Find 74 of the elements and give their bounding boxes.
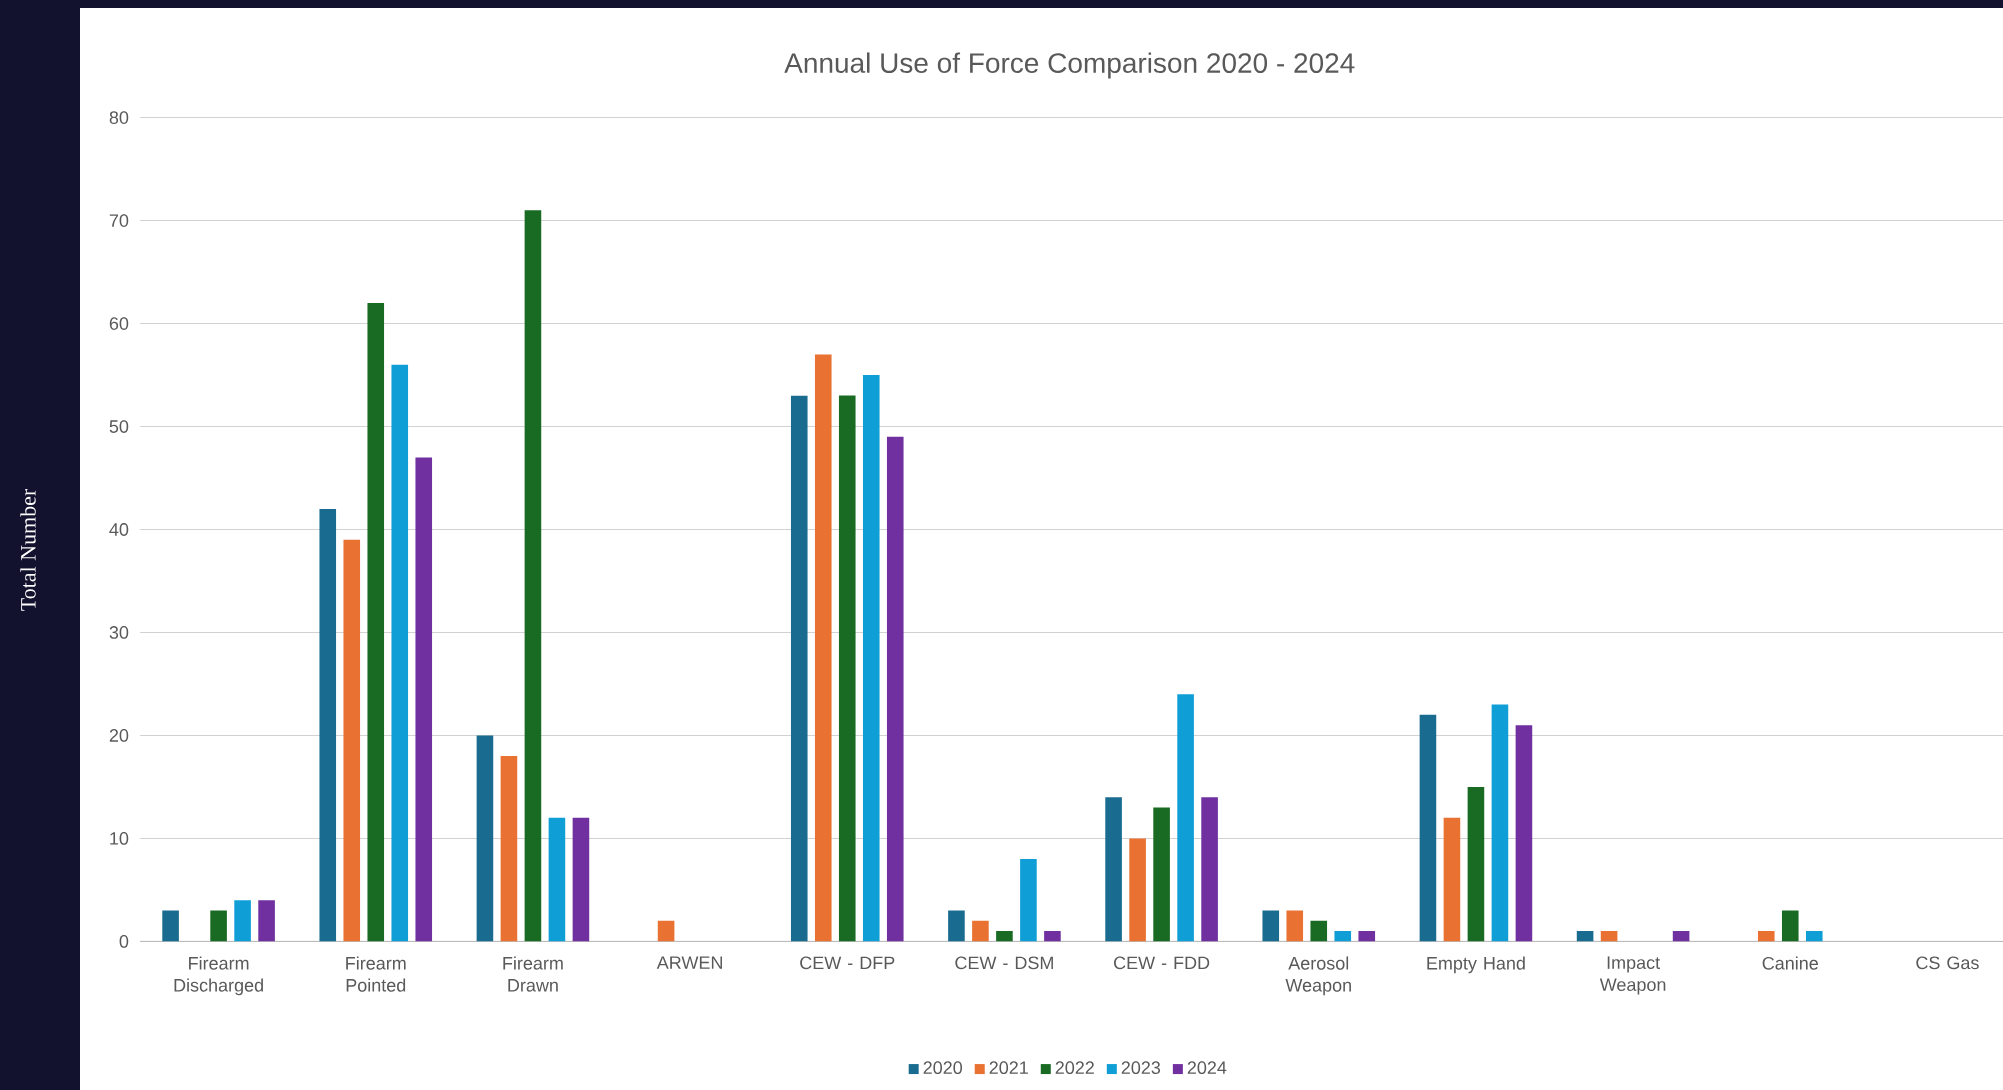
y-axis-title: Total Number bbox=[20, 488, 36, 611]
bar bbox=[258, 900, 275, 942]
bar bbox=[1177, 694, 1194, 942]
x-tick-label: Firearm Discharged bbox=[174, 956, 263, 996]
x-tick-label: Firearm Pointed bbox=[346, 956, 406, 992]
bar bbox=[1576, 931, 1594, 942]
chart-title: Annual Use of Force Comparison 2020 - 2024 bbox=[784, 52, 1355, 79]
bar bbox=[886, 436, 904, 942]
bar bbox=[1358, 931, 1376, 942]
bar bbox=[367, 302, 385, 942]
bar bbox=[1044, 931, 1061, 942]
bar bbox=[500, 756, 518, 942]
x-tick-label: Firearm Drawn bbox=[503, 956, 563, 992]
bar bbox=[814, 354, 832, 942]
bar bbox=[210, 910, 227, 942]
y-tick-label: 70 bbox=[109, 214, 129, 227]
bar bbox=[1419, 714, 1437, 942]
bar bbox=[572, 817, 590, 942]
y-tick-label: 50 bbox=[109, 420, 129, 433]
bar bbox=[1020, 859, 1037, 942]
bar bbox=[1515, 725, 1533, 942]
bar bbox=[1805, 931, 1823, 942]
bar bbox=[657, 920, 675, 942]
bar bbox=[548, 817, 566, 942]
bar bbox=[1757, 931, 1775, 942]
x-tick-label: CS Gas bbox=[1916, 956, 1979, 970]
bar bbox=[790, 395, 808, 942]
bar bbox=[391, 364, 409, 942]
bar bbox=[234, 900, 251, 942]
x-tick-label: CEW - DFP bbox=[800, 956, 895, 970]
bar bbox=[838, 395, 856, 942]
bar bbox=[1334, 931, 1352, 942]
bar bbox=[415, 457, 433, 942]
legend-label: 2024 bbox=[1187, 1061, 1227, 1075]
bar bbox=[1443, 817, 1461, 942]
bar bbox=[1105, 797, 1122, 942]
y-tick-label: 0 bbox=[119, 935, 129, 948]
y-tick-label: 40 bbox=[109, 523, 129, 536]
y-tick-label: 10 bbox=[110, 832, 129, 845]
legend-label: 2020 bbox=[923, 1061, 963, 1075]
x-tick-label: Impact Weapon bbox=[1599, 956, 1666, 995]
bar bbox=[972, 920, 989, 942]
bar bbox=[476, 735, 494, 942]
bar bbox=[1201, 797, 1218, 942]
y-tick-label: 80 bbox=[109, 111, 129, 124]
x-tick-label: CEW - FDD bbox=[1114, 956, 1210, 970]
bar bbox=[862, 375, 880, 942]
x-tick-label: Empty Hand bbox=[1427, 956, 1525, 974]
bar bbox=[996, 931, 1013, 942]
x-tick-label: Aerosol Weapon bbox=[1285, 956, 1351, 996]
bar bbox=[1672, 931, 1690, 942]
bar bbox=[1600, 931, 1618, 942]
bar bbox=[343, 539, 361, 942]
y-tick-label: 30 bbox=[109, 626, 129, 639]
bar bbox=[1262, 910, 1280, 942]
x-tick-label: ARWEN bbox=[656, 956, 722, 969]
bar bbox=[319, 508, 337, 942]
y-tick-label: 20 bbox=[109, 729, 129, 742]
bar bbox=[162, 910, 179, 942]
bar bbox=[1467, 786, 1485, 942]
legend-label: 2023 bbox=[1121, 1061, 1161, 1075]
bar bbox=[1781, 910, 1799, 942]
legend-label: 2021 bbox=[989, 1061, 1028, 1075]
bar bbox=[948, 910, 965, 942]
x-tick-label: CEW - DSM bbox=[955, 956, 1053, 970]
legend-label: 2022 bbox=[1055, 1061, 1094, 1075]
bar bbox=[1129, 838, 1146, 942]
bar bbox=[1491, 704, 1509, 942]
x-tick-label: Canine bbox=[1762, 956, 1818, 970]
bar bbox=[1310, 920, 1328, 942]
y-tick-label: 60 bbox=[109, 317, 129, 330]
bar bbox=[1153, 807, 1170, 942]
bar bbox=[524, 210, 542, 942]
bar bbox=[1286, 910, 1304, 942]
